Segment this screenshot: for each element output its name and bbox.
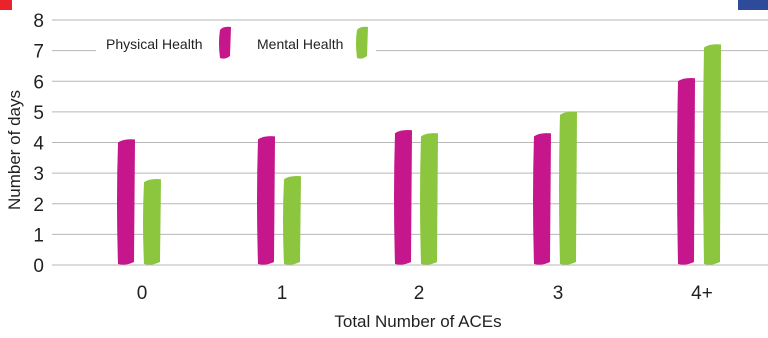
y-tick-label: 4 — [33, 134, 44, 155]
y-axis-label: Number of days — [5, 90, 24, 210]
bar-mental-0 — [143, 179, 161, 265]
y-tick-label: 5 — [33, 103, 44, 124]
y-tick-label: 7 — [33, 42, 44, 63]
bar-mental-1 — [283, 175, 301, 265]
y-axis-ticks: 0 1 2 3 4 5 6 7 8 — [33, 11, 44, 277]
y-tick-label: 2 — [33, 195, 44, 216]
x-tick-label: 4+ — [691, 283, 713, 304]
legend-swatch-mental-health — [356, 26, 368, 59]
y-tick-label: 3 — [33, 164, 44, 185]
x-tick-label: 2 — [414, 283, 425, 304]
x-axis-ticks: 0 1 2 3 4+ — [137, 283, 713, 304]
y-tick-label: 6 — [33, 72, 44, 93]
legend-label-physical-health: Physical Health — [106, 36, 203, 52]
bar-mental-2 — [420, 133, 438, 265]
bar-physical-3 — [533, 133, 551, 265]
bar-physical-4 — [677, 77, 695, 265]
y-tick-label: 1 — [33, 225, 44, 246]
legend-label-mental-health: Mental Health — [257, 36, 343, 52]
x-axis-label: Total Number of ACEs — [334, 312, 501, 331]
bar-mental-3 — [559, 111, 577, 265]
legend-background — [96, 22, 376, 64]
bars — [117, 44, 721, 265]
bar-mental-4 — [703, 44, 721, 265]
bar-physical-0 — [117, 139, 135, 265]
x-tick-label: 3 — [553, 283, 564, 304]
x-tick-label: 1 — [277, 283, 288, 304]
bar-physical-2 — [394, 130, 412, 265]
legend-swatch-physical-health — [219, 26, 231, 59]
legend: Physical Health Mental Health — [96, 22, 376, 64]
bar-physical-1 — [257, 136, 275, 265]
top-left-edge-fragment — [0, 0, 12, 10]
y-tick-label: 8 — [33, 11, 44, 32]
y-tick-label: 0 — [33, 256, 44, 277]
x-tick-label: 0 — [137, 283, 148, 304]
top-right-edge-fragment — [738, 0, 768, 10]
